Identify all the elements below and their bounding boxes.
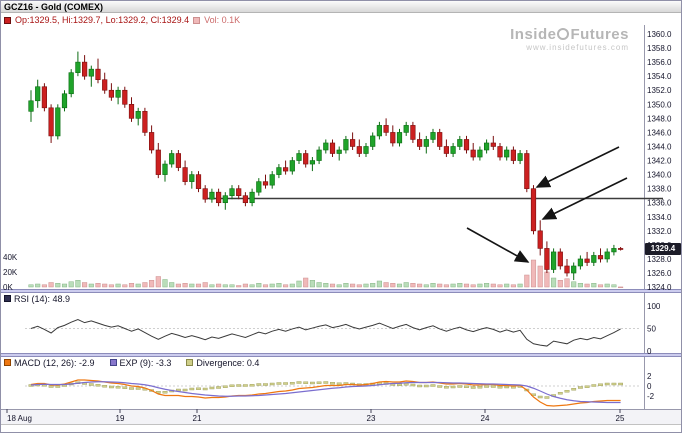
svg-text:1334.0: 1334.0 [647,213,672,222]
macd-header: MACD (12, 26): -2.9 EXP (9): -3.3 Diverg… [4,357,271,368]
volume-series-swatch [193,16,201,24]
candles [28,51,624,281]
svg-text:1350.0: 1350.0 [647,100,672,109]
x-axis [1,409,681,425]
svg-text:0K: 0K [3,283,13,292]
exp-series-swatch [109,359,117,366]
svg-text:1360.0: 1360.0 [647,30,672,39]
svg-text:1332.0: 1332.0 [647,227,672,236]
volume-axis-labels: 40K 20K 0K [3,253,18,292]
svg-text:1348.0: 1348.0 [647,114,672,123]
macd-axis-labels: 20-2 [647,372,655,401]
price-axis [644,25,681,409]
svg-text:1356.0: 1356.0 [647,58,672,67]
svg-text:1354.0: 1354.0 [647,72,672,81]
rsi-header: RSI (14): 48.9 [4,293,71,304]
macd-label: MACD (12, 26): -2.9 [14,357,95,368]
svg-text:21: 21 [193,414,202,423]
x-axis-labels: 18 Aug 19 21 23 24 25 [6,409,625,423]
svg-text:50: 50 [647,325,656,334]
rsi-label: RSI (14): 48.9 [14,293,71,304]
reference-lines [25,328,641,387]
svg-text:25: 25 [616,414,625,423]
legend-row: Op:1329.5, Hi:1329.7, Lo:1329.2, Cl:1329… [1,15,240,25]
svg-text:1336.0: 1336.0 [647,199,672,208]
volume-bars [28,259,624,288]
volume-legend-text: Vol: 0.1K [204,15,241,25]
watermark: Inside Futures www.insidefutures.com [510,26,629,53]
svg-text:1346.0: 1346.0 [647,128,672,137]
title-bar: GCZ16 - Gold (COMEX) [1,1,681,13]
separator-1 [1,289,681,293]
exp-label: EXP (9): -3.3 [119,357,172,368]
chart-title: GCZ16 - Gold (COMEX) [4,2,103,12]
svg-text:2: 2 [647,372,652,381]
svg-text:100: 100 [647,302,661,311]
svg-text:1342.0: 1342.0 [647,157,672,166]
svg-text:1344.0: 1344.0 [647,142,672,151]
svg-text:1328.0: 1328.0 [647,255,672,264]
svg-text:1352.0: 1352.0 [647,86,672,95]
last-price-tag: 1329.4 [645,243,681,256]
svg-text:24: 24 [481,414,490,423]
divergence-label: Divergence: 0.4 [196,357,260,368]
rsi-line [30,318,621,347]
svg-text:19: 19 [116,414,125,423]
watermark-brand: Inside Futures [510,26,629,43]
svg-text:20K: 20K [3,268,18,277]
price-panel [1,25,644,289]
ohlc-legend-text: Op:1329.5, Hi:1329.7, Lo:1329.2, Cl:1329… [15,15,190,25]
watermark-ring-icon [557,28,570,40]
svg-text:1338.0: 1338.0 [647,185,672,194]
svg-text:18 Aug: 18 Aug [7,414,32,423]
divergence-series-swatch [186,359,194,366]
svg-text:23: 23 [367,414,376,423]
annotation-arrows [466,146,628,263]
svg-text:1358.0: 1358.0 [647,44,672,53]
svg-text:0: 0 [647,347,652,356]
macd-lines [30,379,621,407]
rsi-axis-labels: 100 50 0 [647,302,661,356]
rsi-panel [1,293,644,353]
svg-text:1340.0: 1340.0 [647,171,672,180]
rsi-series-swatch [4,295,11,302]
watermark-url: www.insidefutures.com [526,43,629,52]
svg-text:-2: -2 [647,392,655,401]
macd-series-swatch [4,359,11,366]
svg-text:40K: 40K [3,253,18,262]
candlestick-series-swatch [4,16,11,24]
svg-text:1326.0: 1326.0 [647,269,672,278]
svg-text:1324.0: 1324.0 [647,283,672,292]
separator-2 [1,353,681,357]
svg-text:0: 0 [647,382,652,391]
